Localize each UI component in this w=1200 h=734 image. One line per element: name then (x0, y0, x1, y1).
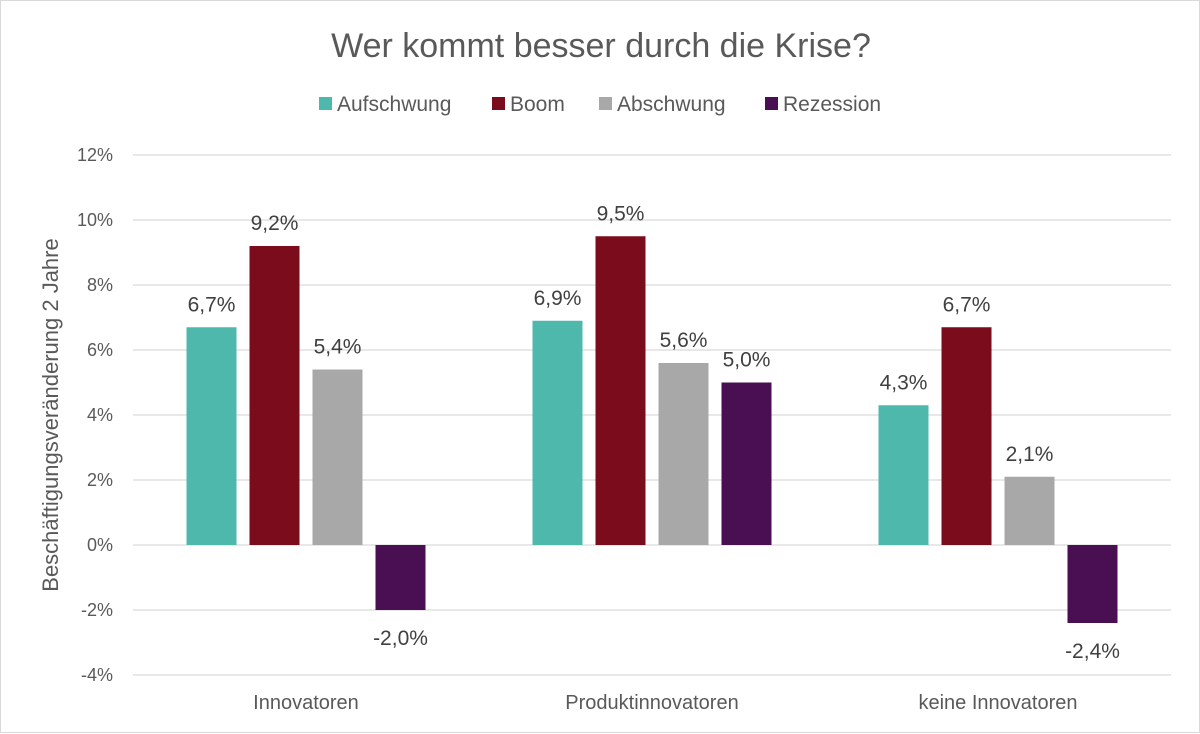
data-label: 5,4% (314, 336, 362, 359)
y-tick-label: 0% (87, 535, 113, 555)
legend-label: Rezession (783, 93, 881, 116)
data-label: 9,5% (597, 202, 645, 225)
y-tick-label: 8% (87, 275, 113, 295)
bar-abschwung (312, 369, 363, 545)
legend-swatch (765, 97, 778, 110)
y-tick-label: 6% (87, 340, 113, 360)
y-axis-title: Beschäftigungsveränderung 2 Jahre (38, 238, 63, 591)
data-label: 6,9% (534, 287, 582, 310)
bar-abschwung (1004, 476, 1055, 545)
data-label: 4,3% (880, 371, 928, 394)
bar-abschwung (658, 363, 709, 545)
data-labels: 6,7% 9,2% 5,4% -2,0% 6,9% 9,5% 5,6% 5,0% 4,3% 6,7… (188, 202, 1120, 663)
y-tick-label: -2% (81, 600, 113, 620)
y-tick-label: 2% (87, 470, 113, 490)
legend-label: Aufschwung (337, 93, 451, 116)
legend-label: Abschwung (617, 93, 726, 116)
y-tick-label: 12% (77, 145, 113, 165)
data-label: 6,7% (188, 293, 236, 316)
y-tick-label: 4% (87, 405, 113, 425)
x-axis-categories: Innovatoren Produktinnovatoren keine Innov… (253, 692, 1077, 714)
bars (186, 236, 1118, 623)
y-tick-label: 10% (77, 210, 113, 230)
chart-title: Wer kommt besser durch die Krise? (331, 27, 871, 65)
bar-boom (249, 246, 300, 545)
legend-swatch (319, 97, 332, 110)
legend-label: Boom (510, 93, 565, 116)
y-tick-label: -4% (81, 665, 113, 685)
bar-aufschwung (532, 320, 583, 545)
x-category-label: Innovatoren (253, 692, 359, 714)
bar-rezession (721, 382, 772, 545)
y-axis-ticks: -4% -2% 0% 2% 4% 6% 8% 10% 12% (77, 145, 113, 685)
bar-boom (595, 236, 646, 545)
data-label: 5,0% (723, 349, 771, 372)
data-label: 5,6% (660, 329, 708, 352)
x-category-label: keine Innovatoren (918, 692, 1077, 714)
legend-swatch (599, 97, 612, 110)
data-label: 6,7% (943, 293, 991, 316)
data-label: 9,2% (251, 212, 299, 235)
bar-rezession (375, 545, 426, 610)
bar-aufschwung (186, 327, 237, 545)
x-category-label: Produktinnovatoren (565, 692, 738, 714)
bar-boom (941, 327, 992, 545)
legend-swatch (492, 97, 505, 110)
bar-aufschwung (878, 405, 929, 545)
bar-rezession (1067, 545, 1118, 623)
data-label: -2,0% (373, 627, 428, 650)
data-label: -2,4% (1065, 640, 1120, 663)
gridlines (133, 154, 1171, 676)
legend: Aufschwung Boom Abschwung Rezession (319, 93, 881, 116)
data-label: 2,1% (1006, 443, 1054, 466)
